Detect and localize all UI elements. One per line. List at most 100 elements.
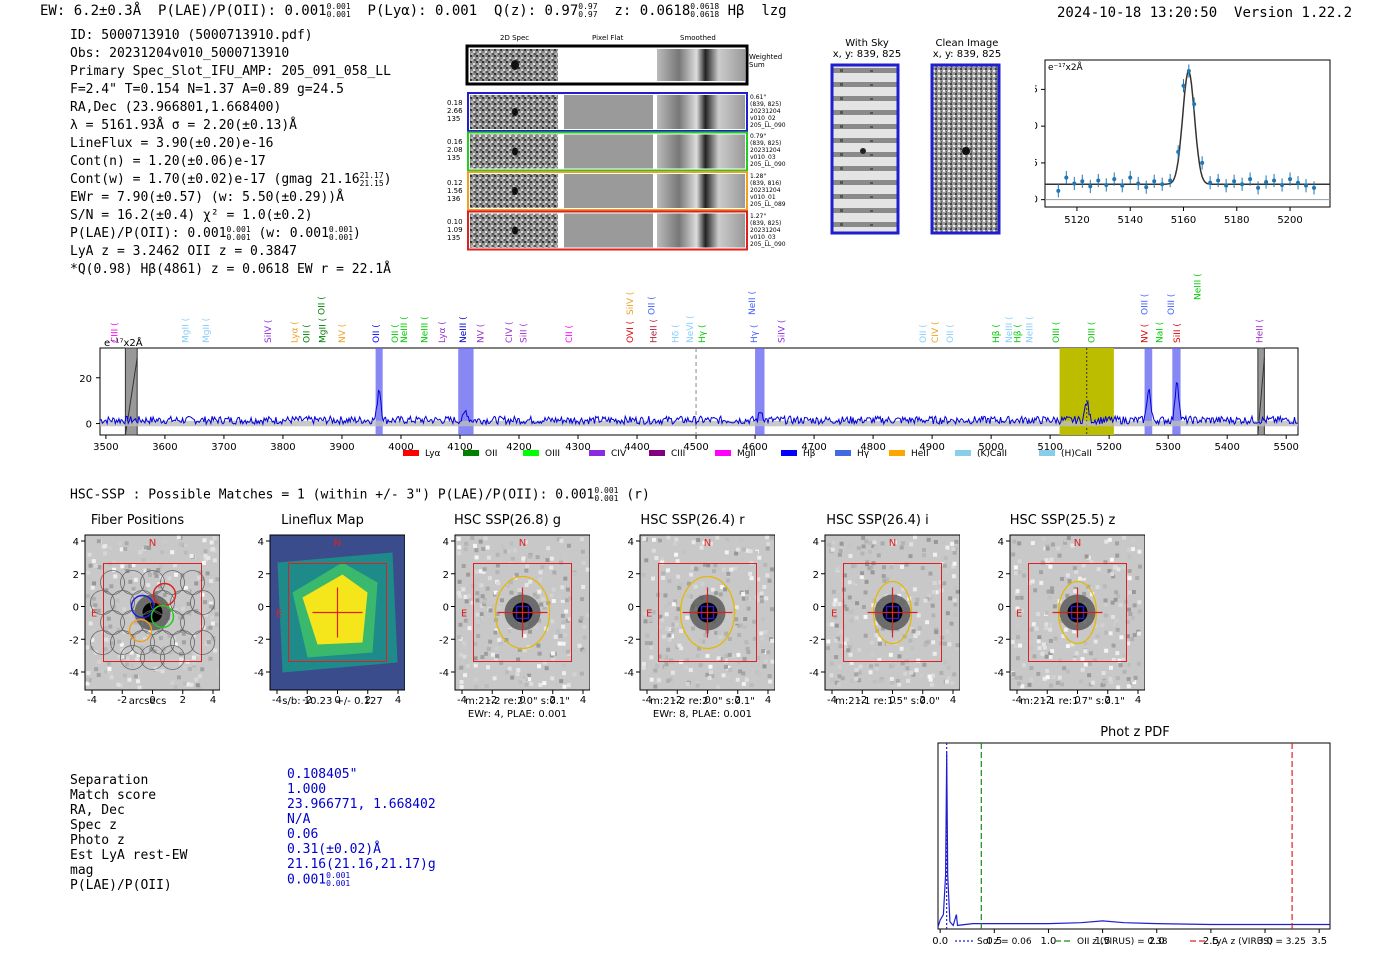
noise-pixel — [129, 663, 134, 668]
noise-pixel — [1109, 665, 1114, 670]
noise-pixel — [1031, 622, 1036, 627]
noise-pixel — [693, 584, 698, 589]
noise-pixel — [658, 654, 663, 659]
timestamp: 2024-10-18 13:20:50 — [1057, 5, 1218, 21]
noise-pixel — [481, 569, 486, 574]
noise-pixel — [899, 646, 904, 651]
aperture-ellipse — [679, 575, 736, 650]
meta: (839, 825) — [750, 101, 782, 108]
noise-pixel — [931, 640, 936, 645]
x-tick-label: 5400 — [1214, 442, 1239, 453]
noise-pixel — [514, 572, 519, 577]
weighted-smoothed — [657, 49, 745, 81]
noise-pixel — [462, 644, 467, 649]
match-value-plae: 0.001 0.001 0.001 — [287, 872, 436, 888]
noise-pixel — [87, 552, 92, 557]
noise-pixel — [833, 598, 838, 603]
noise-pixel — [177, 615, 182, 620]
noise-pixel — [87, 678, 92, 683]
noise-pixel — [1027, 682, 1032, 687]
noise-pixel — [96, 539, 101, 544]
noise-pixel — [513, 548, 518, 553]
noise-pixel — [904, 562, 909, 567]
noise-pixel — [751, 678, 756, 683]
noise-pixel — [128, 579, 133, 584]
noise-pixel — [103, 626, 108, 631]
noise-pixel — [577, 643, 582, 648]
noise-pixel — [483, 651, 488, 656]
noise-pixel — [854, 667, 859, 672]
noise-pixel — [874, 663, 879, 668]
noise-pixel — [120, 564, 125, 569]
x-tick-label: -2 — [1042, 695, 1052, 706]
north-label: N — [334, 538, 341, 549]
row-frame — [467, 171, 748, 211]
noise-pixel — [664, 604, 669, 609]
noise-pixel — [681, 550, 686, 555]
noise-pixel — [914, 631, 919, 636]
noise-pixel — [495, 563, 500, 568]
x-tick-label: -2 — [117, 695, 127, 706]
noise-pixel — [93, 603, 98, 608]
noise-pixel — [723, 587, 728, 592]
noise-pixel — [127, 677, 132, 682]
noise-pixel — [754, 550, 759, 555]
noise-pixel — [479, 603, 484, 608]
noise-pixel — [710, 587, 715, 592]
noise-pixel — [919, 673, 924, 678]
meta: 1.27" — [750, 213, 767, 220]
noise-pixel — [504, 638, 509, 643]
noise-pixel — [679, 582, 684, 587]
noise-pixel — [480, 655, 485, 660]
noise-pixel — [648, 618, 653, 623]
fiber-circle — [130, 630, 155, 655]
noise-pixel — [914, 668, 919, 673]
noise-pixel — [1112, 565, 1117, 570]
noise-pixel — [482, 567, 487, 572]
match-values: 0.108405" 1.000 23.966771, 1.668402 N/A … — [287, 767, 436, 888]
noise-pixel — [951, 564, 956, 569]
noise-pixel — [103, 669, 108, 674]
y-tick-label: -2 — [69, 635, 79, 646]
noise-pixel — [1088, 651, 1093, 656]
noise-pixel — [85, 593, 90, 598]
stat: 135 — [447, 154, 461, 162]
line-id-label: Hγ ( — [750, 325, 760, 343]
noise-pixel — [664, 612, 669, 617]
noise-pixel — [488, 608, 493, 613]
noise-pixel — [1133, 675, 1138, 680]
noise-pixel — [762, 664, 767, 669]
noise-pixel — [678, 628, 683, 633]
noise-pixel — [187, 651, 192, 656]
noise-pixel — [457, 635, 462, 640]
noise-pixel — [863, 633, 868, 638]
noise-pixel — [843, 646, 848, 651]
hsc-title-text: HSC-SSP : Possible Matches = 1 (within +… — [70, 487, 595, 503]
noise-pixel — [660, 557, 665, 562]
noise-pixel — [560, 596, 565, 601]
noise-pixel — [1051, 675, 1056, 680]
y-tick-label: -2 — [809, 635, 819, 646]
noise-pixel — [1109, 680, 1114, 685]
match-value: 23.966771, 1.668402 — [287, 797, 436, 812]
noise-pixel — [667, 579, 672, 584]
noise-pixel — [1083, 641, 1088, 646]
noise-pixel — [1042, 676, 1047, 681]
noise-pixel — [733, 625, 738, 630]
x-tick-label: -2 — [672, 695, 682, 706]
noise-pixel — [1082, 591, 1087, 596]
noise-pixel — [756, 577, 761, 582]
noise-pixel — [762, 584, 767, 589]
noise-pixel — [215, 577, 220, 582]
line-id-label: NV ( — [477, 324, 487, 343]
noise-pixel — [204, 636, 209, 641]
noise-pixel — [464, 659, 469, 664]
noise-pixel — [698, 663, 703, 668]
info-plae-w: (w: 0.001 — [258, 226, 329, 241]
noise-pixel — [494, 646, 499, 651]
noise-pixel — [194, 677, 199, 682]
noise-pixel — [538, 570, 543, 575]
noise-pixel — [684, 665, 689, 670]
